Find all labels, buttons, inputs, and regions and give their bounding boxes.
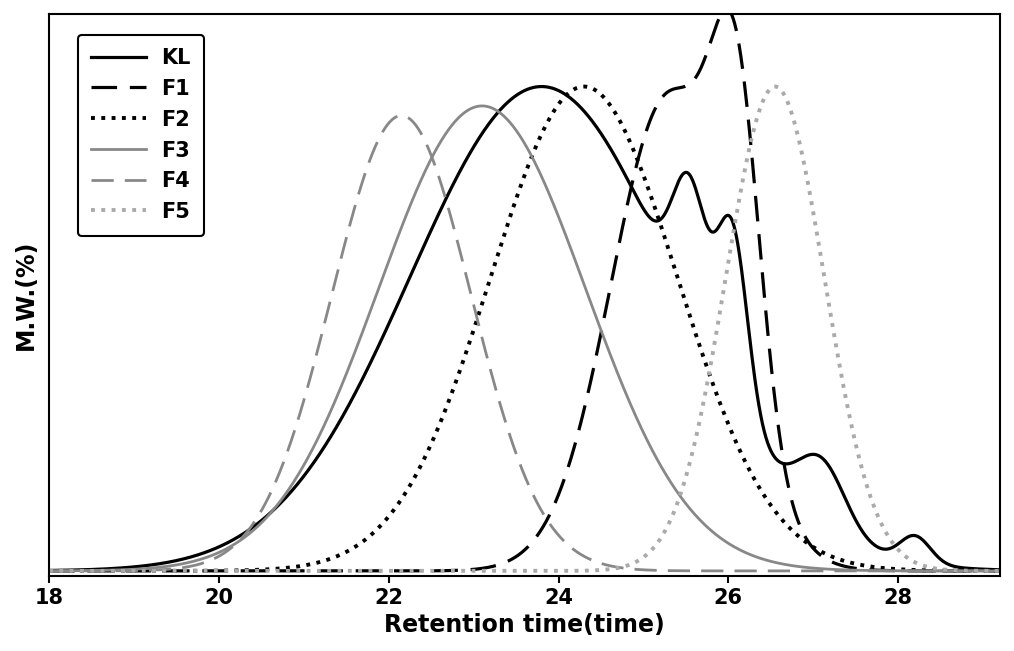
F5 — [933, 565, 945, 573]
F3 — [434, 139, 446, 147]
F5 — [478, 567, 490, 575]
F1 — [220, 567, 232, 575]
F1 — [933, 567, 945, 575]
F1 — [478, 564, 490, 572]
F5 — [769, 83, 781, 90]
F2 — [578, 83, 590, 90]
KL — [434, 208, 446, 215]
F2 — [478, 294, 490, 302]
F4 — [220, 548, 232, 556]
Line: KL: KL — [49, 87, 1014, 571]
F3 — [220, 546, 232, 553]
F2 — [43, 567, 55, 575]
Line: F3: F3 — [49, 106, 1014, 571]
F4 — [933, 567, 945, 575]
Legend: KL, F1, F2, F3, F4, F5: KL, F1, F2, F3, F4, F5 — [78, 35, 205, 236]
Line: F5: F5 — [49, 87, 1014, 571]
F2 — [434, 420, 446, 428]
Line: F4: F4 — [49, 116, 1014, 571]
F2 — [159, 567, 171, 575]
Line: F2: F2 — [49, 87, 1014, 571]
KL — [43, 566, 55, 574]
F4 — [434, 177, 446, 185]
F1 — [43, 567, 55, 575]
F1 — [159, 567, 171, 575]
F3 — [43, 567, 55, 575]
F1 — [721, 5, 733, 13]
X-axis label: Retention time(time): Retention time(time) — [384, 613, 665, 637]
KL — [535, 83, 548, 90]
F4 — [395, 112, 408, 120]
Y-axis label: M.W.(%): M.W.(%) — [14, 240, 38, 350]
F4 — [43, 567, 55, 575]
F1 — [434, 567, 446, 575]
F5 — [434, 567, 446, 575]
F4 — [159, 566, 171, 574]
F3 — [479, 102, 491, 110]
KL — [159, 559, 171, 566]
F5 — [43, 567, 55, 575]
KL — [478, 127, 490, 135]
F3 — [933, 567, 945, 575]
KL — [933, 553, 945, 561]
F5 — [159, 567, 171, 575]
F3 — [477, 102, 489, 110]
F2 — [933, 566, 945, 574]
F2 — [220, 566, 232, 574]
KL — [220, 540, 232, 547]
Line: F1: F1 — [49, 9, 1014, 571]
F5 — [220, 567, 232, 575]
F3 — [159, 562, 171, 570]
F4 — [479, 342, 491, 350]
